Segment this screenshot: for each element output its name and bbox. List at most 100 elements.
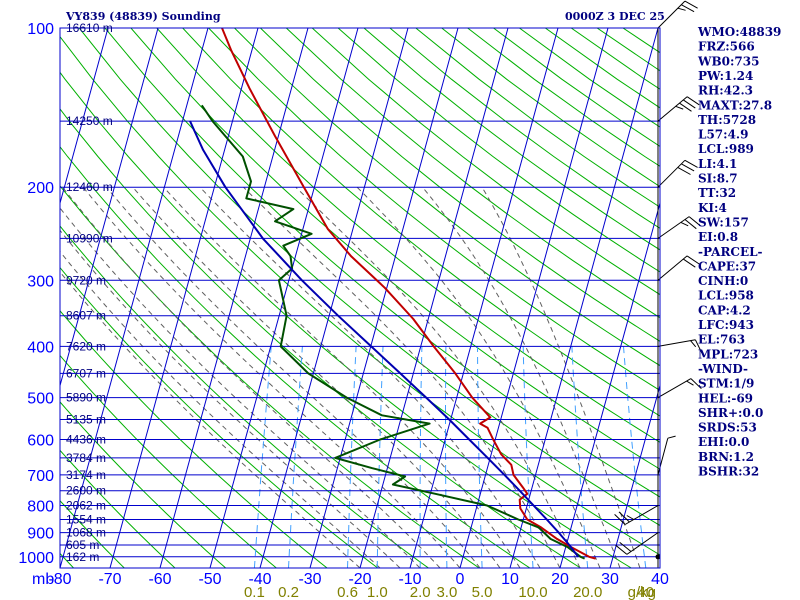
index-item: SRDS:53: [698, 421, 757, 435]
pressure-tick-label: 600: [27, 433, 54, 450]
isotherm-line: [609, 383, 660, 568]
index-item: LCL:989: [698, 142, 754, 156]
height-label: 16610 m: [66, 21, 113, 35]
wind-barb-flag: [688, 216, 701, 227]
index-item: LFC:943: [698, 318, 754, 332]
wind-barb-shaft: [657, 96, 688, 122]
index-item: PW:1.24: [698, 69, 753, 83]
height-label: 605 m: [66, 538, 99, 552]
temperature-tick-label: -10: [398, 571, 421, 588]
wind-barb-flag: [681, 4, 695, 13]
height-label: 3784 m: [66, 451, 106, 465]
wind-barb: [657, 96, 700, 122]
index-item: -WIND-: [698, 362, 748, 376]
moist-adiabat-line: [481, 186, 641, 568]
isotherm-line: [409, 28, 559, 568]
diagram-grid: [60, 28, 660, 568]
wind-barb-shaft: [657, 255, 688, 281]
temperature-tick-label: 20: [551, 571, 569, 588]
dry-adiabat-line: [60, 449, 176, 568]
pressure-tick-label: 200: [27, 180, 54, 197]
index-item: CAPE:37: [698, 259, 756, 273]
wind-barb-flag: [690, 378, 702, 390]
index-item: EL:763: [698, 333, 745, 347]
index-item: SI:8.7: [698, 172, 738, 186]
wind-barb: [657, 339, 703, 354]
temperature-tick-label: 0: [456, 571, 465, 588]
height-label: 2600 m: [66, 484, 106, 498]
isotherm-line: [159, 28, 309, 568]
mixing-ratio-label: 20.0: [573, 584, 602, 600]
index-item: MAXT:27.8: [698, 98, 772, 112]
height-label: 14250 m: [66, 114, 113, 128]
valid-time: 0000Z 3 DEC 25: [565, 10, 665, 23]
dry-adiabat-line: [104, 28, 660, 498]
wind-barb: [657, 0, 698, 29]
wind-barb-flag: [684, 159, 698, 168]
index-item: SHR+:0.0: [698, 406, 763, 420]
temperature-trace: [221, 27, 596, 560]
wind-barb-flag: [683, 258, 696, 268]
wind-barb: [615, 532, 659, 555]
index-item: KI:4: [698, 201, 727, 215]
moist-adiabat-line: [163, 186, 521, 568]
mixing-ratio-line: [347, 346, 357, 568]
pressure-tick-label: 300: [27, 273, 54, 290]
height-label: 5135 m: [66, 413, 106, 427]
index-item: WMO:48839: [697, 25, 781, 39]
wind-barb-flag: [680, 221, 689, 227]
height-label: 3174 m: [66, 468, 106, 482]
wind-barb-shaft: [657, 438, 669, 476]
height-label: 10990 m: [66, 231, 113, 245]
mixing-ratio-label: 1.0: [367, 584, 388, 600]
wind-barb-flag: [683, 99, 696, 109]
wind-barb-flag: [615, 544, 628, 555]
dry-adiabat-line: [60, 499, 125, 568]
index-item: BRN:1.2: [698, 450, 754, 464]
index-item: LI:4.1: [698, 157, 737, 171]
temperature-tick-label: -30: [298, 571, 321, 588]
stability-index-list: WMO:48839FRZ:566WB0:735PW:1.24RH:42.3MAX…: [697, 25, 781, 479]
wind-barb-flag: [694, 339, 703, 354]
isotherm-line: [109, 28, 259, 568]
parcel-trace: [189, 120, 579, 558]
moist-adiabat-line: [60, 250, 381, 568]
moist-adiabat-line: [105, 186, 481, 568]
dry-adiabat-line: [60, 266, 379, 568]
moist-adiabat-line: [243, 186, 561, 568]
plot-frame: [59, 27, 661, 569]
wind-barb-shaft: [657, 216, 690, 239]
pressure-tick-label: 500: [27, 391, 54, 408]
index-item: CAP:4.2: [698, 303, 751, 317]
temperature-tick-label: -60: [148, 571, 171, 588]
isotherm-line: [60, 28, 159, 388]
dry-adiabat-line: [260, 28, 660, 342]
mixing-ratio-label: 5.0: [472, 584, 493, 600]
moist-adiabat-line: [132, 186, 501, 568]
temperature-tick-label: -20: [348, 571, 371, 588]
moist-adiabat-line: [295, 186, 581, 568]
station-title: VY839 (48839) Sounding: [65, 10, 221, 23]
dry-adiabat-line: [60, 401, 227, 568]
wind-barb-shaft: [657, 378, 692, 399]
isotherm-line: [509, 28, 659, 568]
height-label: 2062 m: [66, 499, 106, 513]
moist-adiabat-line: [82, 186, 461, 568]
index-item: RH:42.3: [698, 84, 753, 98]
dry-adiabat-line: [363, 28, 660, 251]
pressure-tick-label: 700: [27, 468, 54, 485]
wind-barb-flag: [686, 380, 694, 386]
isotherm-line: [309, 28, 459, 568]
dry-adiabat-line: [60, 225, 429, 568]
wind-barb-shaft: [626, 532, 659, 555]
index-item: TH:5728: [698, 113, 756, 127]
height-label: 7620 m: [66, 339, 106, 353]
wind-barb-flag: [681, 163, 695, 172]
dry-adiabat-line: [78, 28, 660, 527]
sounding-series: [189, 27, 596, 560]
height-label: 4436 m: [66, 433, 106, 447]
dry-adiabat-line: [182, 28, 660, 417]
wind-barb: [657, 159, 698, 188]
moist-adiabat-line: [60, 271, 361, 568]
